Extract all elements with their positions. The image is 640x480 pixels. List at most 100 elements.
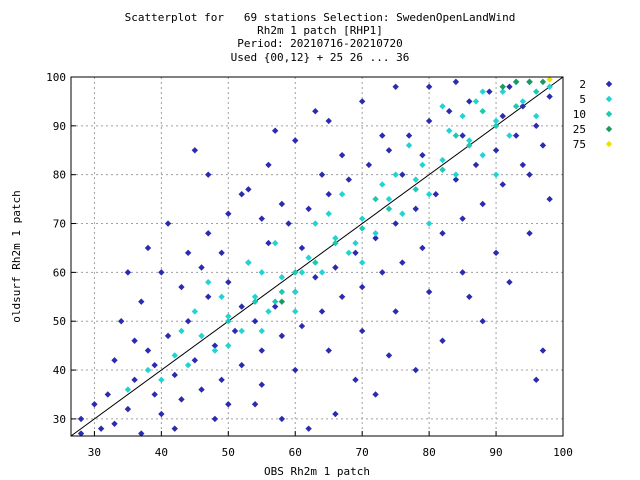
plot-frame	[70, 76, 564, 437]
data-point	[372, 391, 379, 398]
data-point	[419, 151, 426, 159]
x-tick-label: 70	[356, 446, 369, 459]
data-point	[352, 239, 359, 247]
data-point	[225, 401, 232, 408]
data-point	[198, 386, 205, 393]
data-point	[425, 191, 433, 198]
data-point	[372, 195, 379, 203]
data-point	[533, 112, 540, 120]
data-point	[292, 137, 299, 144]
data-point	[452, 78, 460, 86]
data-point	[358, 225, 366, 232]
data-point	[459, 215, 466, 222]
data-point	[399, 259, 406, 266]
data-point	[446, 127, 453, 134]
data-point	[492, 117, 500, 125]
data-point	[184, 249, 192, 257]
data-point	[305, 254, 312, 261]
data-point	[278, 288, 286, 296]
legend-label: 5	[579, 93, 586, 106]
data-point	[271, 303, 279, 310]
title-line-2: Rh2m 1 patch [RHP1]	[257, 24, 383, 38]
y-tick-label: 90	[53, 120, 66, 133]
data-point	[171, 371, 178, 379]
data-point	[419, 244, 426, 252]
data-point	[338, 151, 346, 159]
data-point	[258, 347, 265, 354]
x-tick-label: 40	[155, 446, 168, 459]
data-point	[412, 176, 419, 183]
data-point	[526, 171, 533, 178]
data-point	[526, 78, 533, 86]
data-point	[111, 357, 118, 364]
data-point	[499, 112, 506, 120]
legend-marker	[605, 95, 613, 103]
x-tick-label: 100	[553, 446, 573, 459]
data-point	[158, 269, 165, 276]
data-point	[238, 303, 245, 310]
data-point	[519, 98, 527, 105]
data-point	[499, 181, 506, 188]
data-point	[439, 166, 446, 174]
data-point	[104, 391, 112, 398]
legend-marker	[605, 110, 613, 118]
x-tick-label: 30	[88, 446, 101, 459]
data-point	[205, 171, 212, 178]
data-point	[479, 107, 486, 115]
data-point	[452, 132, 460, 139]
data-point	[97, 425, 105, 432]
data-point	[385, 205, 393, 213]
data-point	[466, 98, 473, 105]
data-point	[425, 83, 433, 90]
data-point	[392, 220, 399, 227]
y-tick-label: 40	[53, 364, 66, 377]
data-point	[512, 132, 520, 139]
legend-label: 2	[579, 78, 586, 91]
data-point	[292, 366, 299, 374]
data-point	[546, 195, 553, 203]
data-point	[271, 239, 279, 247]
data-point	[144, 244, 152, 252]
data-point	[358, 98, 366, 105]
title-line-4: Used {00,12} + 25 26 ... 36	[230, 50, 410, 64]
data-point	[325, 347, 332, 354]
data-point	[325, 191, 332, 198]
legend-marker	[605, 140, 613, 148]
data-point	[205, 278, 212, 286]
data-point	[332, 239, 339, 247]
data-point	[546, 76, 553, 83]
data-point	[405, 142, 413, 149]
data-point	[466, 293, 473, 300]
data-point	[479, 318, 486, 325]
data-point	[533, 122, 540, 130]
data-point	[238, 327, 245, 335]
data-point	[312, 259, 319, 266]
data-point	[251, 298, 259, 305]
data-point	[459, 132, 466, 139]
data-points	[77, 76, 553, 437]
data-point	[292, 269, 299, 276]
data-point	[131, 376, 138, 384]
data-point	[131, 337, 138, 344]
data-point	[459, 112, 466, 120]
data-point	[412, 186, 419, 193]
data-point	[439, 337, 446, 344]
data-point	[492, 249, 500, 257]
data-point	[318, 171, 326, 178]
data-point	[318, 269, 326, 276]
data-point	[506, 83, 513, 90]
data-point	[365, 161, 373, 169]
data-point	[439, 156, 446, 164]
data-point	[533, 376, 540, 384]
data-point	[271, 298, 279, 305]
data-point	[198, 332, 205, 340]
data-point	[231, 327, 239, 335]
data-point	[539, 347, 547, 354]
data-point	[218, 249, 225, 257]
data-point	[492, 147, 500, 154]
data-point	[432, 191, 440, 198]
data-point	[405, 132, 413, 139]
data-point	[486, 88, 493, 95]
data-point	[506, 278, 513, 286]
